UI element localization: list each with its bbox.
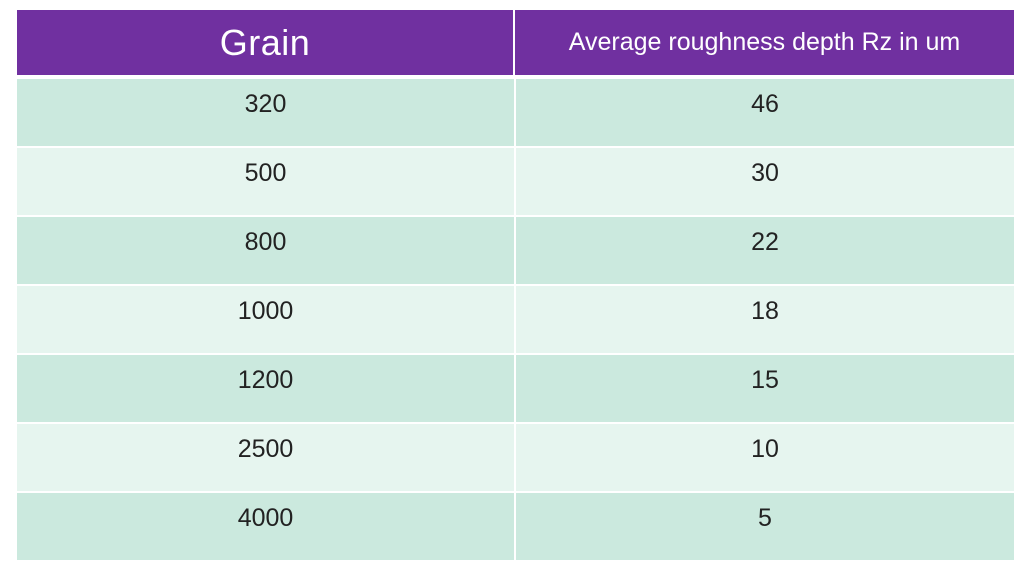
grain-cell: 500 (17, 148, 514, 215)
roughness-cell: 15 (516, 355, 1014, 422)
table-row: 2500 10 (17, 424, 1014, 491)
grain-cell: 320 (17, 79, 514, 146)
roughness-cell: 18 (516, 286, 1014, 353)
roughness-cell: 46 (516, 79, 1014, 146)
table-row: 320 46 (17, 79, 1014, 146)
table-row: 1200 15 (17, 355, 1014, 422)
grain-cell: 4000 (17, 493, 514, 560)
roughness-cell: 5 (516, 493, 1014, 560)
header-divider (17, 75, 1014, 79)
table-header-row: Grain Average roughness depth Rz in um (17, 10, 1014, 75)
roughness-cell: 10 (516, 424, 1014, 491)
table-body: 320 46 500 30 800 22 1000 18 1200 15 2500 10 4000 5 (17, 79, 1014, 560)
grain-cell: 1000 (17, 286, 514, 353)
roughness-cell: 30 (516, 148, 1014, 215)
table-row: 800 22 (17, 217, 1014, 284)
table-row: 4000 5 (17, 493, 1014, 560)
table-row: 500 30 (17, 148, 1014, 215)
grain-cell: 1200 (17, 355, 514, 422)
grain-cell: 2500 (17, 424, 514, 491)
grain-roughness-table: Grain Average roughness depth Rz in um 3… (17, 10, 1014, 562)
roughness-cell: 22 (516, 217, 1014, 284)
table-row: 1000 18 (17, 286, 1014, 353)
header-roughness: Average roughness depth Rz in um (515, 10, 1014, 75)
header-grain: Grain (17, 10, 513, 75)
grain-cell: 800 (17, 217, 514, 284)
